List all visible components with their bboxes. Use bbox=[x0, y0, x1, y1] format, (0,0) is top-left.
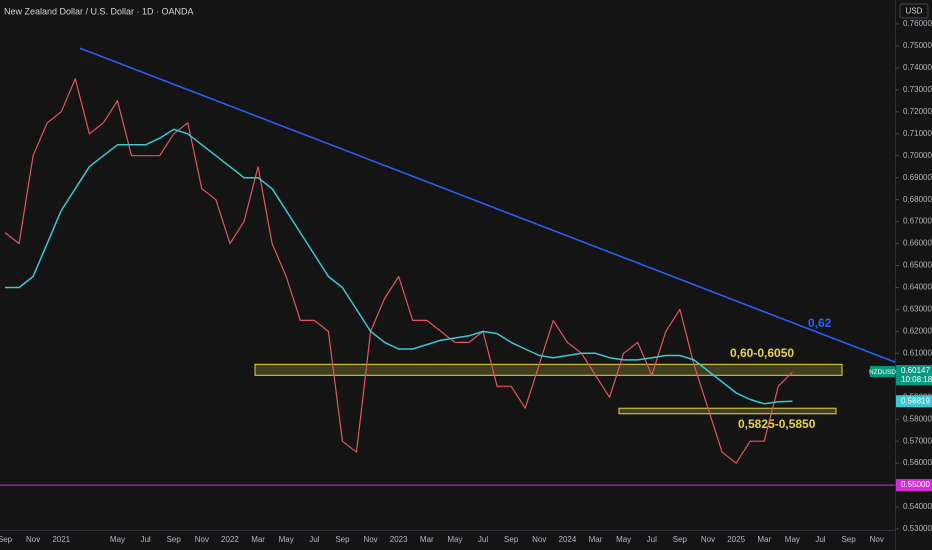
y-tick-label: 0.58000 bbox=[903, 414, 932, 423]
x-tick-label: Nov bbox=[363, 535, 377, 544]
y-tick-label: 0.67000 bbox=[903, 217, 932, 226]
countdown-label: 10:08:18 bbox=[901, 375, 932, 384]
y-tick-label: 0.62000 bbox=[903, 327, 932, 336]
x-tick-label: Sep bbox=[673, 535, 688, 544]
zone bbox=[618, 407, 837, 415]
x-tick-label: Jul bbox=[478, 535, 488, 544]
y-tick-label: 0.72000 bbox=[903, 107, 932, 116]
chart-title: New Zealand Dollar / U.S. Dollar · 1D · … bbox=[4, 6, 194, 16]
ma-badge bbox=[896, 395, 932, 408]
series-line bbox=[4, 78, 793, 464]
x-tick-label: 2025 bbox=[727, 535, 745, 544]
x-tick-label: Nov bbox=[195, 535, 209, 544]
currency[interactable]: USD bbox=[906, 7, 923, 16]
y-tick-label: 0.71000 bbox=[903, 129, 932, 138]
x-tick-label: Mar bbox=[589, 535, 603, 544]
currency-box[interactable] bbox=[899, 3, 929, 19]
x-tick-label: Jul bbox=[815, 535, 825, 544]
y-tick-label: 0.73000 bbox=[903, 85, 932, 94]
x-tick-label: Nov bbox=[532, 535, 546, 544]
x-tick-label: 2021 bbox=[52, 535, 70, 544]
y-tick-label: 0.76000 bbox=[903, 19, 932, 28]
price-label: 0.60147 bbox=[901, 366, 930, 375]
trendline-label: 0,62 bbox=[808, 316, 832, 330]
y-tick-label: 0.56000 bbox=[903, 458, 932, 467]
x-tick-label: May bbox=[447, 535, 462, 544]
y-tick-label: 0.61000 bbox=[903, 348, 932, 357]
x-tick-label: Sep bbox=[335, 535, 350, 544]
y-tick-label: 0.74000 bbox=[903, 63, 932, 72]
x-tick-label: Sep bbox=[0, 535, 13, 544]
x-tick-label: Nov bbox=[26, 535, 40, 544]
x-tick-label: Sep bbox=[504, 535, 519, 544]
zone-label: 0,5825-0,5850 bbox=[738, 417, 816, 431]
x-tick-label: Sep bbox=[167, 535, 182, 544]
price-badge bbox=[896, 365, 932, 386]
x-tick-label: Mar bbox=[251, 535, 265, 544]
zone bbox=[254, 363, 843, 376]
x-tick-label: Mar bbox=[420, 535, 434, 544]
x-tick-label: Jul bbox=[309, 535, 319, 544]
x-tick-label: May bbox=[110, 535, 125, 544]
y-tick-label: 0.68000 bbox=[903, 195, 932, 204]
symbol-label: NZDUSD bbox=[869, 369, 896, 376]
x-tick-label: Jul bbox=[647, 535, 657, 544]
x-tick-label: May bbox=[616, 535, 631, 544]
y-tick-label: 0.70000 bbox=[903, 151, 932, 160]
y-tick-label: 0.64000 bbox=[903, 283, 932, 292]
x-tick-label: Mar bbox=[757, 535, 771, 544]
x-tick-label: Nov bbox=[870, 535, 884, 544]
series-line bbox=[5, 128, 793, 405]
y-tick-label: 0.66000 bbox=[903, 239, 932, 248]
symbol-badge bbox=[870, 366, 895, 378]
y-tick-label: 0.57000 bbox=[903, 436, 932, 445]
y-tick-label: 0.65000 bbox=[903, 261, 932, 270]
x-tick-label: 2022 bbox=[221, 535, 239, 544]
x-tick-label: Jul bbox=[140, 535, 150, 544]
level-badge bbox=[896, 479, 932, 492]
level-label: 0.55000 bbox=[901, 480, 930, 489]
y-tick-label: 0.69000 bbox=[903, 173, 932, 182]
y-tick-label: 0.54000 bbox=[903, 502, 932, 511]
zone-label: 0,60-0,6050 bbox=[730, 346, 794, 360]
y-tick-label: 0.63000 bbox=[903, 305, 932, 314]
x-tick-label: May bbox=[785, 535, 800, 544]
y-tick-label: 0.53000 bbox=[903, 524, 932, 533]
x-tick-label: Sep bbox=[841, 535, 856, 544]
y-tick-label: 0.75000 bbox=[903, 41, 932, 50]
x-tick-label: 2024 bbox=[559, 535, 577, 544]
x-tick-label: Nov bbox=[701, 535, 715, 544]
x-tick-label: 2023 bbox=[390, 535, 408, 544]
ma-label: 0.58819 bbox=[901, 396, 930, 405]
x-tick-label: May bbox=[279, 535, 294, 544]
trendline bbox=[79, 47, 896, 363]
